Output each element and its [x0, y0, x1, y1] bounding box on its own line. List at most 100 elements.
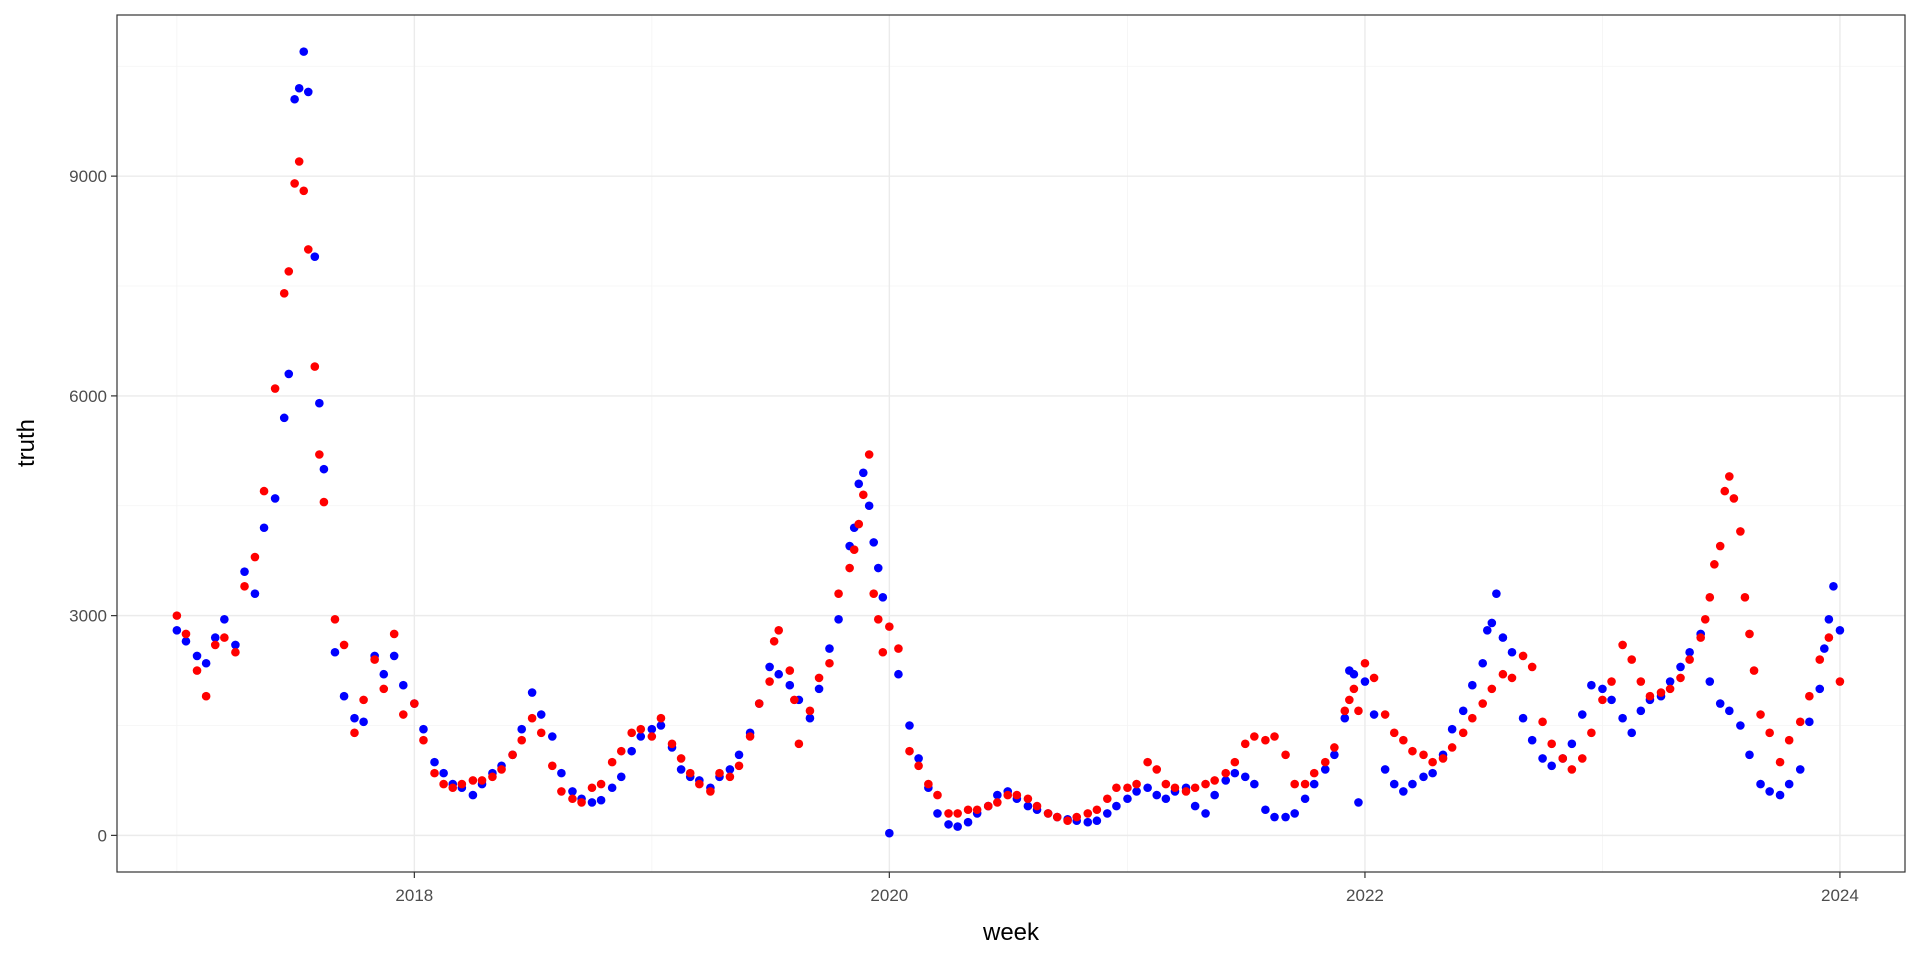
data-point-series-2 — [587, 783, 597, 793]
data-point-series-1 — [294, 83, 304, 93]
data-point-series-1 — [1478, 658, 1488, 668]
data-point-series-2 — [1300, 779, 1310, 789]
data-point-series-2 — [1103, 794, 1112, 804]
data-point-series-2 — [765, 677, 774, 686]
data-point-series-2 — [993, 798, 1002, 807]
data-point-series-2 — [873, 614, 883, 624]
data-point-series-2 — [1399, 735, 1408, 745]
data-point-series-1 — [1230, 768, 1240, 778]
data-point-series-1 — [1123, 794, 1132, 804]
data-point-series-1 — [765, 662, 774, 672]
data-point-series-1 — [825, 644, 834, 653]
data-point-series-1 — [1487, 618, 1497, 628]
data-point-series-2 — [1715, 541, 1725, 551]
data-point-series-2 — [1369, 673, 1379, 683]
data-point-series-1 — [210, 633, 220, 642]
data-point-series-1 — [1829, 582, 1838, 591]
data-point-series-1 — [944, 820, 953, 829]
y-tick-label: 9000 — [69, 167, 107, 186]
data-point-series-2 — [172, 611, 182, 620]
data-point-series-1 — [290, 94, 299, 104]
x-tick-label: 2018 — [395, 886, 433, 905]
data-point-series-2 — [192, 666, 202, 675]
data-point-series-2 — [488, 772, 497, 782]
data-point-series-2 — [1447, 743, 1457, 752]
data-point-series-1 — [389, 651, 399, 661]
data-point-series-1 — [1665, 677, 1675, 686]
data-point-series-2 — [1567, 765, 1577, 774]
data-point-series-2 — [430, 768, 439, 778]
data-point-series-1 — [814, 684, 824, 694]
data-point-series-1 — [517, 724, 527, 734]
data-point-series-2 — [1725, 472, 1734, 481]
data-point-series-1 — [1518, 713, 1528, 723]
data-point-series-1 — [1618, 713, 1627, 723]
panel-border — [116, 14, 1906, 873]
data-point-series-1 — [1577, 710, 1587, 719]
data-point-series-2 — [1043, 809, 1053, 818]
data-point-series-2 — [1676, 673, 1685, 683]
data-point-series-1 — [1824, 614, 1834, 624]
data-point-series-1 — [439, 768, 448, 778]
data-point-series-1 — [873, 563, 883, 573]
data-point-series-2 — [769, 636, 779, 646]
data-point-series-1 — [1349, 669, 1359, 679]
data-point-series-2 — [577, 798, 586, 807]
data-point-series-1 — [963, 817, 973, 827]
data-point-series-1 — [854, 479, 864, 489]
data-point-series-2 — [1419, 750, 1428, 760]
data-point-series-2 — [869, 589, 879, 598]
data-point-series-2 — [1063, 816, 1072, 826]
data-point-series-2 — [448, 783, 458, 793]
data-point-series-1 — [1468, 680, 1477, 690]
data-point-series-2 — [547, 761, 557, 771]
data-point-series-2 — [676, 754, 686, 763]
x-axis-title: week — [982, 919, 1040, 946]
data-point-series-1 — [339, 691, 349, 701]
data-point-series-1 — [1261, 805, 1270, 815]
data-point-series-2 — [1123, 783, 1132, 793]
data-point-series-2 — [894, 644, 903, 653]
data-point-series-1 — [805, 713, 815, 723]
data-point-series-1 — [1756, 779, 1765, 789]
data-point-series-2 — [1710, 560, 1719, 569]
data-point-series-1 — [350, 713, 359, 723]
data-point-series-2 — [536, 728, 546, 738]
data-point-series-2 — [270, 384, 280, 393]
data-point-series-2 — [1240, 739, 1250, 749]
data-point-series-1 — [1369, 710, 1379, 719]
data-point-series-2 — [497, 765, 506, 774]
data-point-series-2 — [1052, 812, 1062, 822]
data-point-series-2 — [885, 622, 894, 631]
data-point-series-2 — [303, 245, 313, 254]
data-point-series-1 — [1820, 644, 1829, 653]
data-point-series-1 — [250, 589, 260, 598]
data-point-series-2 — [379, 684, 389, 694]
data-point-series-1 — [636, 732, 646, 741]
data-point-series-2 — [914, 761, 923, 771]
data-point-series-2 — [240, 582, 249, 591]
data-point-series-2 — [944, 809, 953, 818]
data-point-series-2 — [1700, 614, 1710, 624]
data-point-series-1 — [1210, 790, 1219, 800]
data-point-series-2 — [279, 289, 289, 298]
data-point-series-1 — [834, 614, 843, 624]
data-point-series-2 — [359, 695, 368, 705]
data-point-series-2 — [1458, 728, 1468, 738]
data-point-series-2 — [1720, 486, 1730, 496]
data-point-series-2 — [370, 655, 379, 664]
data-point-series-2 — [1478, 699, 1488, 708]
data-point-series-1 — [1083, 817, 1093, 827]
data-point-series-1 — [1309, 779, 1319, 789]
data-point-series-2 — [616, 746, 626, 756]
data-point-series-1 — [1360, 677, 1370, 686]
data-point-series-1 — [1354, 798, 1363, 807]
data-point-series-2 — [953, 809, 962, 818]
data-point-series-1 — [527, 688, 537, 697]
data-point-series-2 — [1636, 677, 1646, 686]
y-tick-label: 3000 — [69, 607, 107, 626]
data-point-series-1 — [1607, 695, 1616, 705]
data-point-series-2 — [1354, 706, 1363, 716]
data-point-series-2 — [1438, 754, 1448, 763]
